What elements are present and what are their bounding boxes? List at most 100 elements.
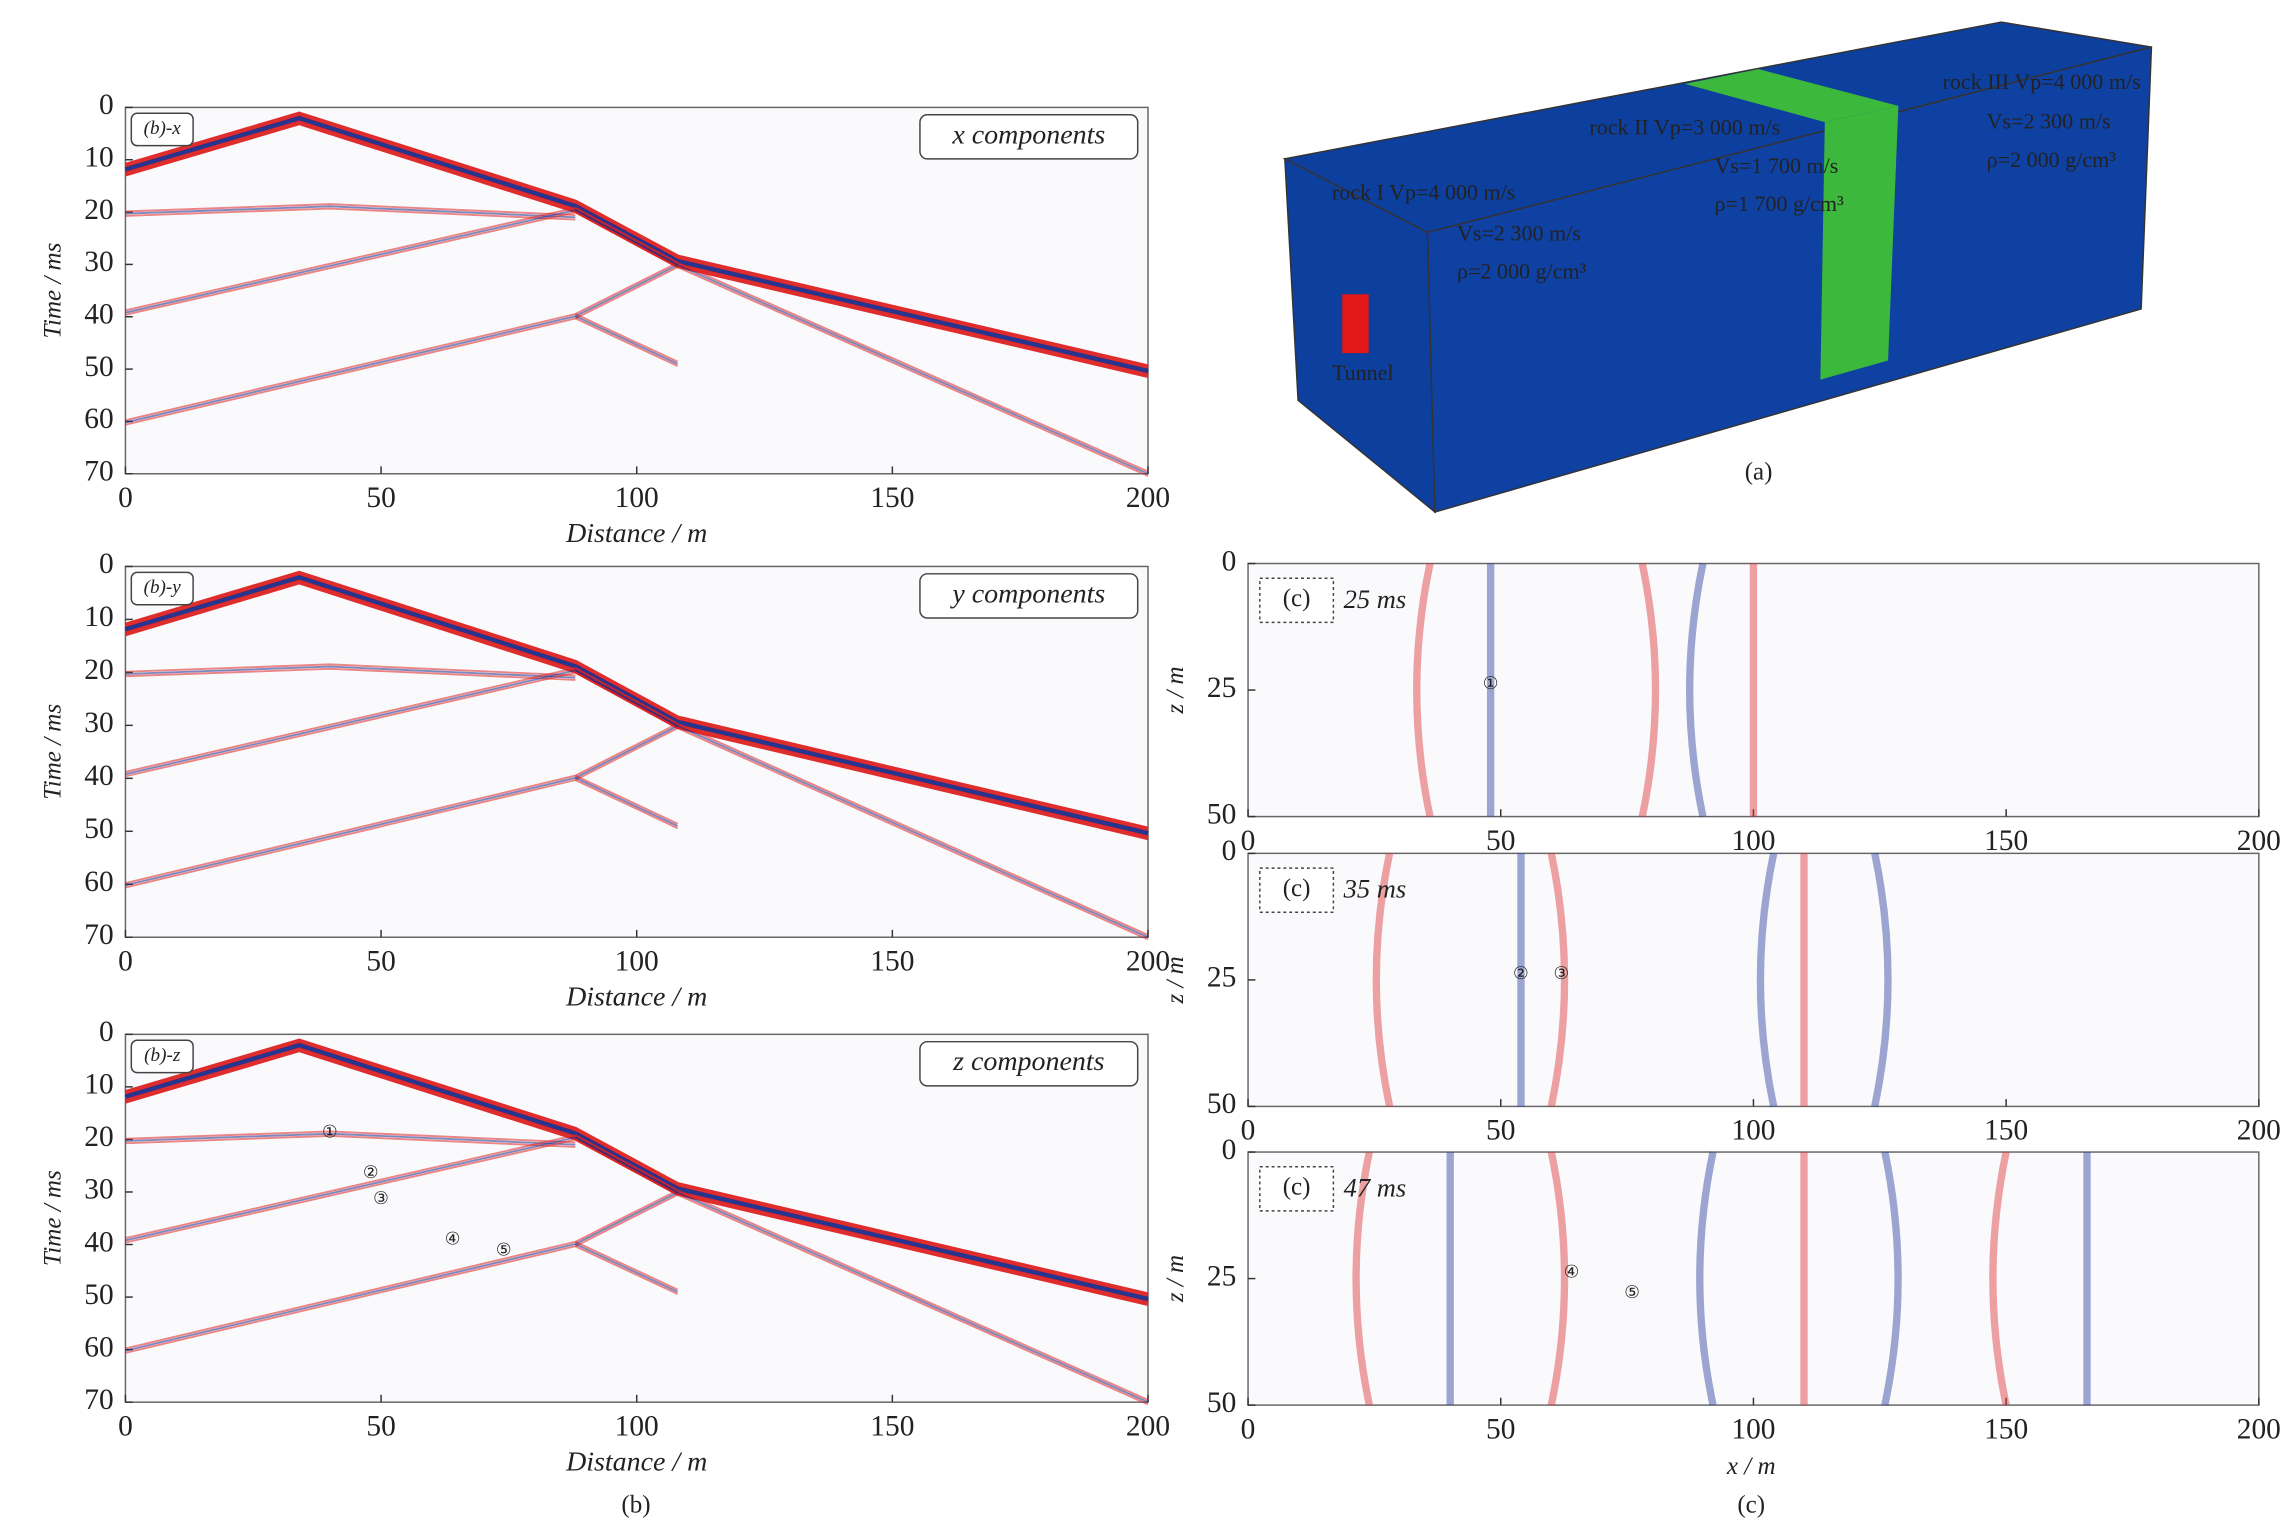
x-tick-label: 50 [366, 945, 395, 977]
wave-front [1372, 852, 1394, 1108]
wave-event [574, 211, 1149, 477]
wave-event [574, 1245, 679, 1295]
event-marker: ② [1513, 963, 1529, 983]
rock-2-top [1685, 69, 1899, 123]
wave-event [574, 669, 1149, 939]
wave-event [574, 315, 679, 365]
rock-label: ρ=1 700 g/cm³ [1714, 191, 1844, 216]
rock-label: rock II Vp=3 000 m/s [1589, 115, 1780, 140]
wave-event [125, 1130, 576, 1144]
y-tick-label: 0 [99, 548, 114, 580]
event-marker: ③ [373, 1188, 389, 1208]
wave-event [125, 1193, 679, 1354]
wave-event [574, 1138, 1149, 1406]
y-axis-label: z / m [1162, 956, 1189, 1004]
x-tick-label: 150 [1984, 1413, 2028, 1445]
rock-2-side [1820, 105, 1899, 380]
y-tick-label: 40 [84, 299, 113, 331]
plot-tag-box [1259, 1166, 1335, 1212]
wave-event [574, 774, 679, 825]
plot-frame [1247, 852, 2260, 1108]
wave-event [574, 671, 1149, 941]
wave-event [124, 1042, 1149, 1302]
plot-tag: (c) [1283, 875, 1311, 902]
x-tick-label: 150 [870, 482, 914, 514]
legend-label: z components [952, 1046, 1104, 1077]
wave-event [125, 665, 576, 679]
y-tick-label: 0 [99, 1016, 114, 1048]
rock-label: Vs=2 300 m/s [1987, 109, 2111, 134]
y-tick-label: 40 [84, 1226, 113, 1258]
y-tick-label: 25 [1207, 672, 1236, 704]
wave-event [574, 776, 679, 827]
plot-tag: (b)-y [144, 577, 182, 598]
y-tick-label: 30 [84, 246, 113, 278]
y-tick-label: 0 [1222, 1134, 1237, 1166]
y-axis-label: Time / ms [40, 704, 67, 800]
y-tick-label: 30 [84, 707, 113, 739]
x-tick-label: 0 [1241, 1115, 1256, 1147]
y-tick-label: 50 [84, 351, 113, 383]
y-tick-label: 0 [1222, 835, 1237, 867]
x-tick-label: 200 [2237, 1115, 2281, 1147]
rock-label: rock I Vp=4 000 m/s [1332, 179, 1516, 204]
plot-tag-box [130, 571, 194, 606]
x-tick-label: 100 [1731, 1413, 1775, 1445]
x-tick-label: 200 [1126, 1410, 1170, 1442]
y-tick-label: 60 [84, 403, 113, 435]
snapshot-time: 25 ms [1344, 584, 1407, 614]
x-axis-label: Distance / m [565, 1446, 707, 1477]
wave-front [1352, 1151, 1373, 1406]
event-marker: ④ [445, 1228, 461, 1248]
x-tick-label: 50 [366, 482, 395, 514]
x-axis-label: Distance / m [565, 518, 707, 549]
x-tick-label: 200 [2237, 825, 2281, 857]
snapshot-time: 35 ms [1343, 874, 1407, 904]
wave-front [1881, 1151, 1902, 1406]
x-tick-label: 200 [2237, 1413, 2281, 1445]
y-tick-label: 0 [1222, 545, 1237, 577]
wave-event [574, 209, 1149, 475]
plot-tag-box [1259, 867, 1335, 913]
legend-label: y components [949, 578, 1105, 609]
y-tick-label: 10 [84, 1069, 113, 1101]
plot-frame [124, 106, 1149, 475]
y-tick-label: 50 [84, 813, 113, 845]
plot-frame [1247, 562, 2260, 818]
x-tick-label: 150 [1984, 825, 2028, 857]
x-tick-label: 0 [118, 945, 133, 977]
y-tick-label: 0 [99, 89, 114, 121]
plot-tag: (b)-z [144, 1045, 181, 1066]
wave-event [125, 667, 576, 681]
event-marker: ① [1483, 673, 1499, 693]
x-tick-label: 200 [1126, 482, 1170, 514]
y-tick-label: 30 [84, 1174, 113, 1206]
event-marker: ① [322, 1122, 338, 1142]
x-tick-label: 150 [870, 945, 914, 977]
y-tick-label: 70 [84, 456, 113, 488]
y-tick-label: 60 [84, 1331, 113, 1363]
event-marker: ② [363, 1162, 379, 1182]
wave-event [124, 1038, 1149, 1298]
y-tick-label: 10 [84, 141, 113, 173]
wave-event [574, 779, 679, 830]
wave-event [125, 1132, 576, 1146]
y-tick-label: 70 [84, 919, 113, 951]
legend-box [919, 114, 1139, 160]
wave-event [574, 1136, 1149, 1404]
wave-front [1871, 852, 1892, 1108]
wave-front [1686, 562, 1707, 818]
x-tick-label: 100 [1731, 825, 1775, 857]
plot-frame [1247, 1151, 2260, 1406]
wave-event [124, 575, 1149, 836]
x-axis-label: Distance / m [565, 981, 707, 1012]
tunnel-label: Tunnel [1332, 360, 1394, 385]
x-tick-label: 100 [615, 1410, 659, 1442]
y-tick-label: 50 [84, 1279, 113, 1311]
wave-event [574, 667, 1149, 936]
wave-front [1756, 852, 1778, 1108]
panel-label: (c) [1737, 1491, 1765, 1518]
wave-event [574, 1243, 679, 1293]
rock-label: Vs=1 700 m/s [1714, 153, 1838, 178]
